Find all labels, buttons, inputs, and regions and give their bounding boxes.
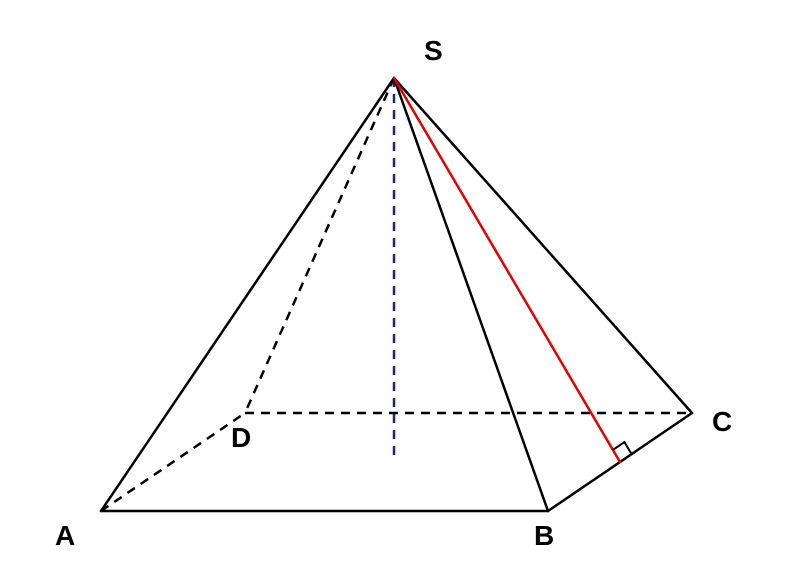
vertex-label-s: S — [424, 35, 443, 66]
vertex-label-c: C — [712, 406, 732, 437]
vertex-label-b: B — [534, 520, 554, 551]
pyramid-diagram: A B C D S — [0, 0, 812, 582]
vertex-label-d: D — [231, 422, 251, 453]
vertex-label-a: A — [55, 520, 75, 551]
